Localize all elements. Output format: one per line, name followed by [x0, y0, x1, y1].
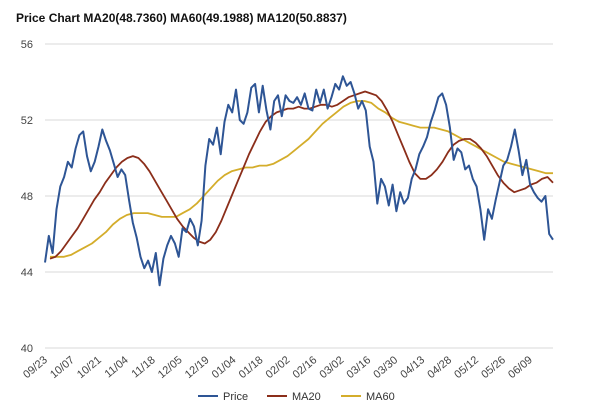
y-tick-label: 40: [21, 343, 33, 355]
chart-title: Price Chart MA20(48.7360) MA60(49.1988) …: [16, 11, 347, 25]
x-tick-label: 11/18: [130, 354, 158, 380]
x-tick-label: 05/12: [452, 354, 481, 381]
series-lines: [44, 75, 554, 287]
x-tick-label: 03/30: [371, 354, 400, 381]
x-tick-label: 02/02: [264, 354, 293, 381]
y-tick-label: 52: [21, 115, 33, 127]
x-tick-label: 12/19: [183, 354, 212, 381]
grid-lines: [45, 43, 553, 349]
x-tick-label: 10/21: [75, 354, 104, 381]
y-tick-label: 44: [21, 267, 33, 279]
x-tick-label: 04/13: [398, 354, 427, 381]
x-tick-label: 11/04: [103, 354, 131, 380]
x-tick-label: 05/26: [479, 354, 508, 381]
legend-label: MA20: [292, 391, 321, 403]
x-tick-label: 03/16: [344, 354, 373, 381]
series-line-ma60: [50, 100, 553, 258]
x-tick-label: 10/07: [48, 354, 77, 381]
x-tick-label: 03/02: [318, 354, 347, 381]
legend-label: MA60: [366, 391, 395, 403]
y-tick-label: 56: [21, 39, 33, 51]
x-tick-label: 04/28: [425, 354, 454, 381]
series-line-ma20: [49, 90, 554, 260]
x-tick-label: 06/09: [506, 354, 535, 381]
x-tick-label: 09/23: [21, 354, 50, 381]
x-tick-label: 02/16: [291, 354, 320, 381]
series-line-price: [44, 75, 554, 287]
x-tick-label: 12/05: [156, 354, 185, 381]
x-tick-labels: 09/2310/0710/2111/0411/1812/0512/1901/04…: [21, 354, 535, 381]
y-tick-labels: 40 44 48 52 56: [21, 39, 33, 355]
x-tick-label: 01/04: [210, 354, 239, 381]
x-tick-label: 01/18: [237, 354, 266, 381]
y-tick-label: 48: [21, 191, 33, 203]
legend-label: Price: [223, 391, 248, 403]
legend: Price MA20 MA60: [198, 391, 395, 403]
